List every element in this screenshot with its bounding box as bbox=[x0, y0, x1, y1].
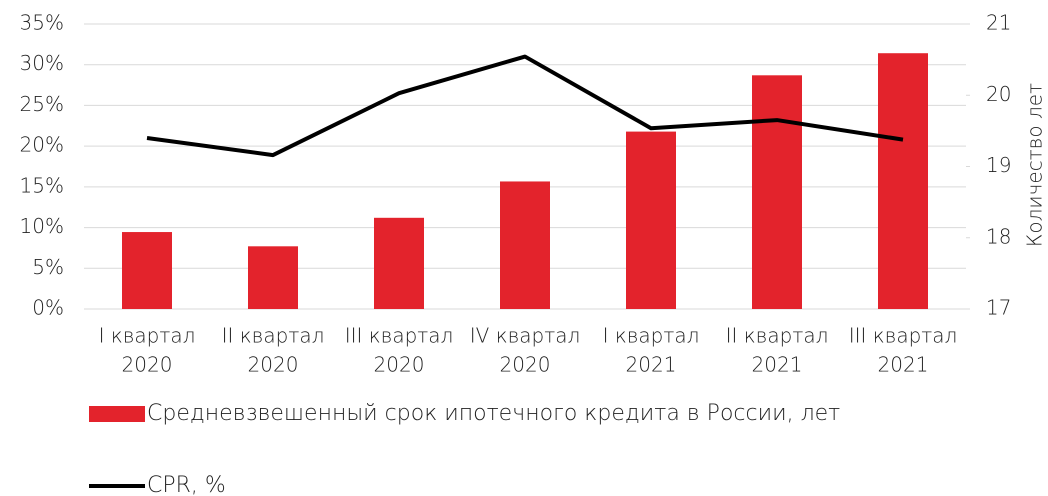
y-tick-label: 25% bbox=[20, 92, 64, 116]
x-tick-label: 2021 bbox=[626, 353, 677, 377]
bar bbox=[374, 217, 424, 309]
y-tick-label: 5% bbox=[32, 255, 64, 279]
x-tick-label: II квартал bbox=[222, 324, 325, 348]
y2-tick-label: 17 bbox=[986, 296, 1011, 320]
y-tick-label: 15% bbox=[20, 173, 64, 197]
bar bbox=[878, 53, 928, 310]
bar bbox=[122, 232, 172, 309]
y2-tick-label: 19 bbox=[986, 153, 1011, 177]
x-tick-label: II квартал bbox=[726, 324, 829, 348]
line bbox=[146, 54, 904, 158]
bar bbox=[752, 75, 802, 309]
x-tick-label: 2020 bbox=[500, 353, 551, 377]
bar bbox=[500, 181, 550, 309]
y-tick-label: 0% bbox=[32, 296, 64, 320]
x-tick-label: 2020 bbox=[122, 353, 173, 377]
y-tick-label: 20% bbox=[20, 133, 64, 157]
y2-tick-label: 20 bbox=[986, 82, 1011, 106]
x-tick-label: 2020 bbox=[374, 353, 425, 377]
x-tick-label: I квартал bbox=[99, 324, 196, 348]
x-tick-label: III квартал bbox=[849, 324, 958, 348]
legend-swatch bbox=[89, 406, 145, 422]
x-tick-label: I квартал bbox=[603, 324, 700, 348]
x-tick-label: III квартал bbox=[345, 324, 454, 348]
legend-label: Средневзвешенный срок ипотечного кредита… bbox=[147, 401, 840, 426]
legend-label: CPR, % bbox=[147, 473, 226, 496]
bar bbox=[248, 246, 298, 309]
y2-tick-label: 18 bbox=[986, 224, 1011, 248]
x-tick-label: 2021 bbox=[752, 353, 803, 377]
y-tick-label: 30% bbox=[20, 51, 64, 75]
x-tick-label: IV квартал bbox=[470, 324, 581, 348]
y-tick-label: 35% bbox=[20, 11, 64, 35]
y2-axis-label: Количество лет bbox=[1023, 83, 1047, 247]
bar bbox=[626, 131, 676, 309]
x-tick-label: 2021 bbox=[878, 353, 929, 377]
x-tick-label: 2020 bbox=[248, 353, 299, 377]
y-tick-label: 10% bbox=[20, 214, 64, 238]
y2-tick-label: 21 bbox=[986, 11, 1011, 35]
